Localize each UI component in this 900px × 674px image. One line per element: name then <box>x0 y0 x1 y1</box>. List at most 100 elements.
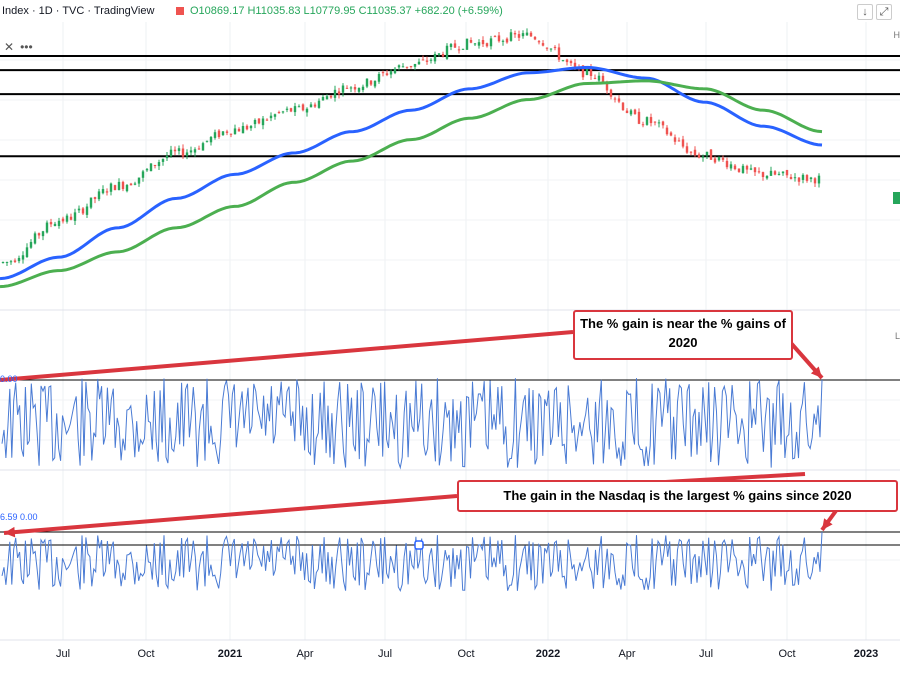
candle-body-200 <box>801 174 805 180</box>
candle-body-123 <box>493 36 497 38</box>
candle-body-17 <box>69 216 73 220</box>
close-icon[interactable]: ✕ <box>4 40 15 54</box>
candle-body-129 <box>517 34 521 38</box>
candle-body-168 <box>673 137 677 142</box>
candle-body-94 <box>377 73 381 82</box>
candle-body-55 <box>221 131 225 136</box>
x-tick-label: Jul <box>698 648 714 660</box>
indicator2-line <box>1 531 823 592</box>
candle-body-191 <box>765 175 769 179</box>
x-tick-label: Apr <box>618 648 636 660</box>
candle-body-80 <box>321 96 325 101</box>
candle-body-135 <box>541 43 545 46</box>
candle-body-64 <box>257 118 261 124</box>
right-scale-h: H <box>893 30 900 40</box>
candle-body-23 <box>93 197 97 199</box>
candle-body-74 <box>297 106 301 108</box>
annotation-callout-1[interactable]: The % gain is near the % gains of 2020 <box>573 310 793 360</box>
indicator2-label: 6.59 0.00 <box>0 512 38 522</box>
candle-body-148 <box>593 77 597 79</box>
candle-body-86 <box>345 87 349 89</box>
candle-body-133 <box>533 36 537 40</box>
candle-body-93 <box>373 80 377 87</box>
candle-body-51 <box>205 140 209 142</box>
candle-body-152 <box>609 89 613 97</box>
candle-body-179 <box>717 156 721 161</box>
x-tick-label: Apr <box>296 648 314 660</box>
ellipsis-icon[interactable]: ••• <box>20 40 33 54</box>
candle-body-143 <box>573 62 577 67</box>
candle-body-117 <box>469 39 473 43</box>
x-tick-label: Oct <box>457 648 475 660</box>
candle-body-52 <box>209 136 213 143</box>
candle-body-83 <box>333 89 337 98</box>
candle-body-99 <box>397 65 401 68</box>
candle-body-38 <box>153 164 157 166</box>
candle-body-190 <box>761 172 765 178</box>
candle-body-108 <box>433 54 437 62</box>
candle-body-139 <box>557 47 561 60</box>
candle-body-124 <box>497 35 501 42</box>
annotation-arrow-2 <box>3 494 458 535</box>
x-tick-label: 2021 <box>217 648 243 660</box>
candle-body-155 <box>621 102 625 111</box>
annotation-arrow-1-head <box>810 366 822 378</box>
candle-body-116 <box>465 38 469 50</box>
candle-body-157 <box>629 110 633 115</box>
candle-body-19 <box>77 208 81 211</box>
candle-body-189 <box>757 171 761 173</box>
candle-body-131 <box>525 32 529 36</box>
candle-body-164 <box>657 122 661 124</box>
candle-body-60 <box>241 126 245 134</box>
candle-body-173 <box>693 149 697 156</box>
candle-body-88 <box>353 87 357 90</box>
candle-body-22 <box>89 197 93 208</box>
x-tick-label: 2023 <box>853 648 879 660</box>
candle-body-187 <box>749 168 753 170</box>
candle-body-176 <box>705 151 709 156</box>
candle-body-33 <box>133 183 137 185</box>
candle-body-56 <box>225 131 229 133</box>
candle-body-125 <box>501 40 505 42</box>
candle-body-91 <box>365 78 369 87</box>
candle-body-31 <box>125 185 129 192</box>
candle-body-110 <box>441 54 445 57</box>
candle-body-126 <box>505 38 509 43</box>
fullscreen-icon[interactable]: ⤢ <box>876 4 892 20</box>
candle-body-156 <box>625 110 629 114</box>
candle-body-16 <box>65 215 69 222</box>
annotation-callout-2[interactable]: The gain in the Nasdaq is the largest % … <box>457 480 898 512</box>
candle-body-12 <box>49 222 53 225</box>
candle-body-177 <box>709 149 713 160</box>
candle-body-122 <box>489 38 493 47</box>
ma-fast-line <box>0 65 823 281</box>
candle-body-70 <box>281 111 285 113</box>
symbol-title[interactable]: Index · 1D · TVC · TradingView <box>2 5 155 17</box>
candle-body-119 <box>477 42 481 46</box>
candle-body-62 <box>249 125 253 129</box>
candle-body-15 <box>61 218 65 222</box>
candle-body-67 <box>269 115 273 119</box>
candle-body-30 <box>121 181 125 190</box>
candle-body-24 <box>97 191 101 200</box>
candle-body-193 <box>773 171 777 175</box>
candle-body-75 <box>301 104 305 111</box>
candle-body-105 <box>421 59 425 61</box>
candle-body-82 <box>329 95 333 98</box>
candle-body-136 <box>545 47 549 49</box>
candle-body-141 <box>565 59 569 63</box>
flag-icon[interactable] <box>176 7 184 15</box>
candle-body-40 <box>161 158 165 162</box>
candle-body-111 <box>445 45 449 59</box>
candle-body-203 <box>813 178 817 184</box>
candle-body-199 <box>797 177 801 182</box>
candle-body-114 <box>457 49 461 51</box>
last-price-marker <box>893 192 900 204</box>
candle-body-121 <box>485 43 489 47</box>
candle-body-13 <box>53 223 57 227</box>
arrow-down-icon[interactable]: ↓ <box>857 4 873 20</box>
annotation-arrow-2-head <box>4 526 16 538</box>
candle-body-194 <box>777 173 781 175</box>
candle-body-29 <box>117 181 121 190</box>
